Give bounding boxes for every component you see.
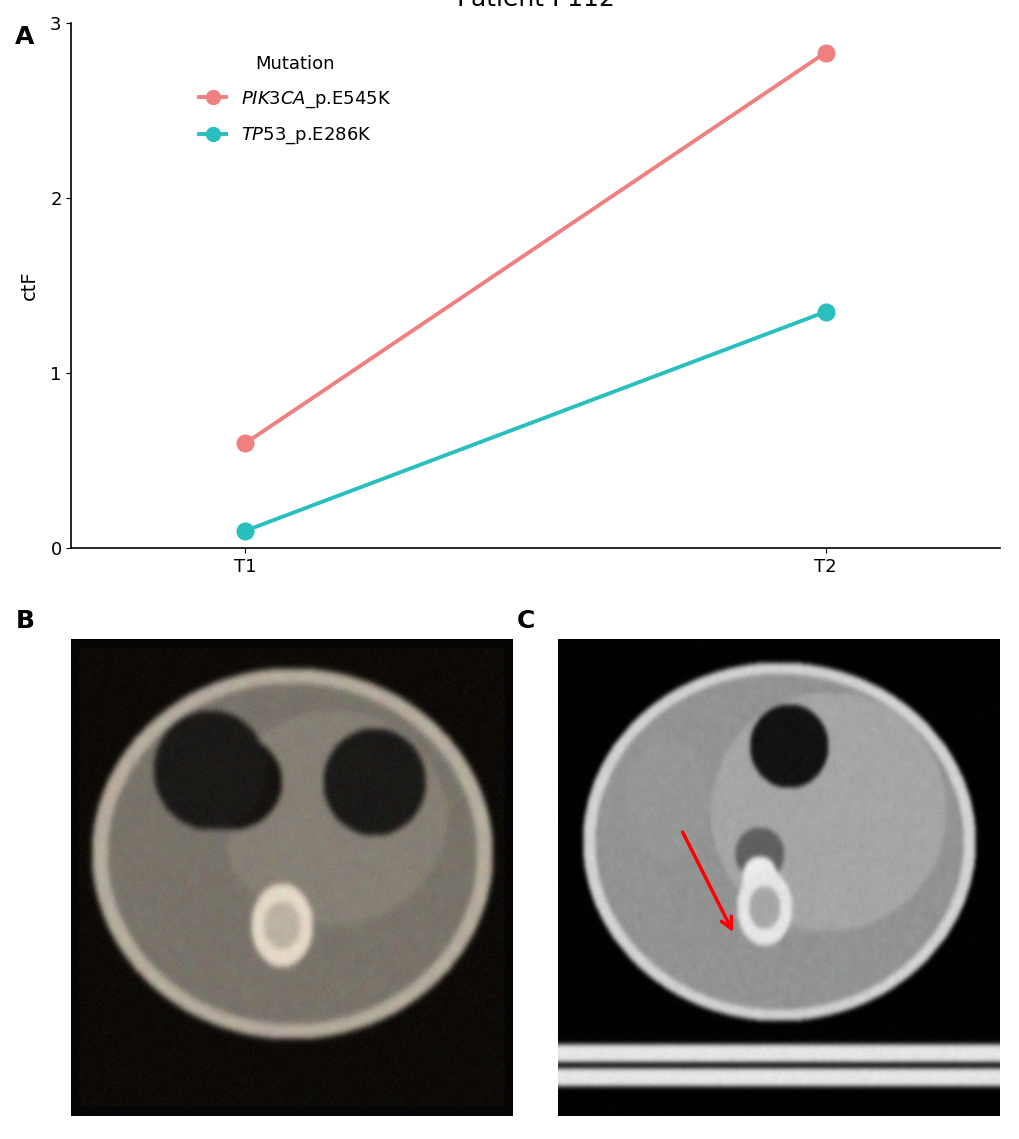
Text: A: A: [15, 25, 35, 49]
Y-axis label: ctF: ctF: [20, 271, 39, 301]
Title: Patient P112: Patient P112: [457, 0, 613, 11]
Text: C: C: [517, 609, 535, 633]
Text: B: B: [15, 609, 35, 633]
Legend: $\it{PIK3CA}$_p.E545K, $\it{TP53}$_p.E286K: $\it{PIK3CA}$_p.E545K, $\it{TP53}$_p.E28…: [192, 48, 397, 154]
